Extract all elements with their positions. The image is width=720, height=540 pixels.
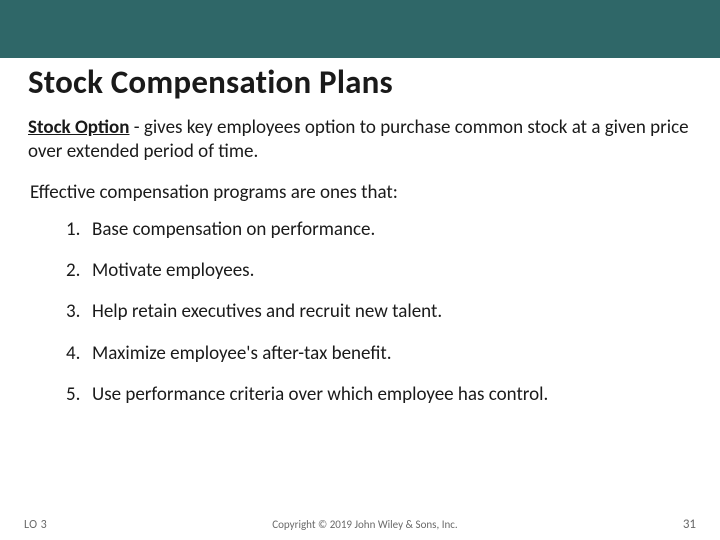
list-item: Help retain executives and recruit new t…	[66, 300, 692, 324]
header-band	[0, 0, 720, 58]
page-number: 31	[683, 517, 696, 532]
numbered-list: Base compensation on performance. Motiva…	[66, 218, 692, 408]
slide-footer: LO 3 Copyright © 2019 John Wiley & Sons,…	[0, 517, 720, 532]
slide-content: Stock Compensation Plans Stock Option - …	[0, 58, 720, 407]
lead-term: Stock Option	[28, 116, 129, 139]
copyright-text: Copyright © 2019 John Wiley & Sons, Inc.	[272, 518, 457, 531]
lead-paragraph: Stock Option - gives key employees optio…	[28, 116, 692, 165]
subheading: Effective compensation programs are ones…	[30, 181, 692, 204]
slide-title: Stock Compensation Plans	[28, 62, 692, 102]
list-item: Base compensation on performance.	[66, 218, 692, 242]
list-item: Use performance criteria over which empl…	[66, 383, 692, 407]
learning-objective-label: LO 3	[24, 518, 47, 532]
list-item: Motivate employees.	[66, 259, 692, 283]
list-item: Maximize employee's after-tax benefit.	[66, 342, 692, 366]
